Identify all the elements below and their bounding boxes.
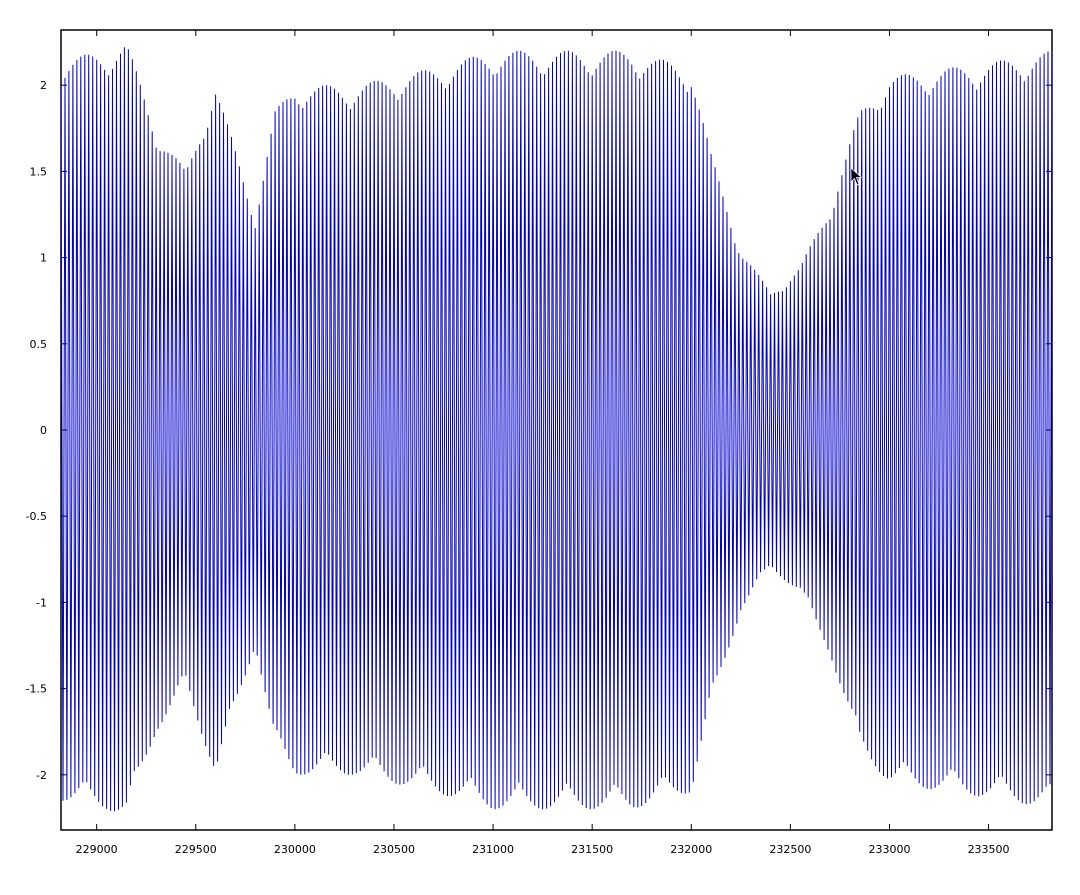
y-tick-label: 0 — [40, 424, 47, 437]
y-tick-label: 1 — [40, 252, 47, 265]
y-tick-label: 0.5 — [30, 338, 48, 351]
y-axis-ticks: -2 -1.5 -1 -0.5 0 0.5 1 1.5 2 — [26, 79, 1052, 782]
x-tick-label: 231500 — [571, 843, 613, 856]
y-tick-label: 2 — [40, 79, 47, 92]
mouse-pointer-icon — [850, 167, 864, 191]
x-axis-ticks: 229000 229500 230000 230500 231000 231500 2320… — [76, 30, 1010, 856]
y-tick-label: -1.5 — [26, 683, 47, 696]
x-tick-label: 232000 — [670, 843, 712, 856]
y-tick-label: -2 — [36, 769, 47, 782]
y-tick-label: -1 — [36, 596, 47, 609]
y-tick-label: 1.5 — [30, 165, 48, 178]
x-tick-label: 231000 — [472, 843, 514, 856]
x-tick-label: 229500 — [175, 843, 217, 856]
x-tick-label: 232500 — [769, 843, 811, 856]
x-tick-label: 233500 — [968, 843, 1010, 856]
x-tick-label: 230500 — [373, 843, 415, 856]
x-tick-label: 230000 — [274, 843, 316, 856]
y-tick-label: -0.5 — [26, 510, 47, 523]
signal-series-line — [60, 47, 1053, 812]
x-tick-label: 229000 — [76, 843, 118, 856]
x-tick-label: 233000 — [868, 843, 910, 856]
